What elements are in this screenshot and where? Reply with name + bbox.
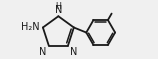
- Text: N: N: [70, 47, 78, 57]
- Text: H₂N: H₂N: [21, 22, 40, 33]
- Text: N: N: [55, 5, 62, 15]
- Text: N: N: [39, 47, 46, 57]
- Text: H: H: [55, 2, 61, 11]
